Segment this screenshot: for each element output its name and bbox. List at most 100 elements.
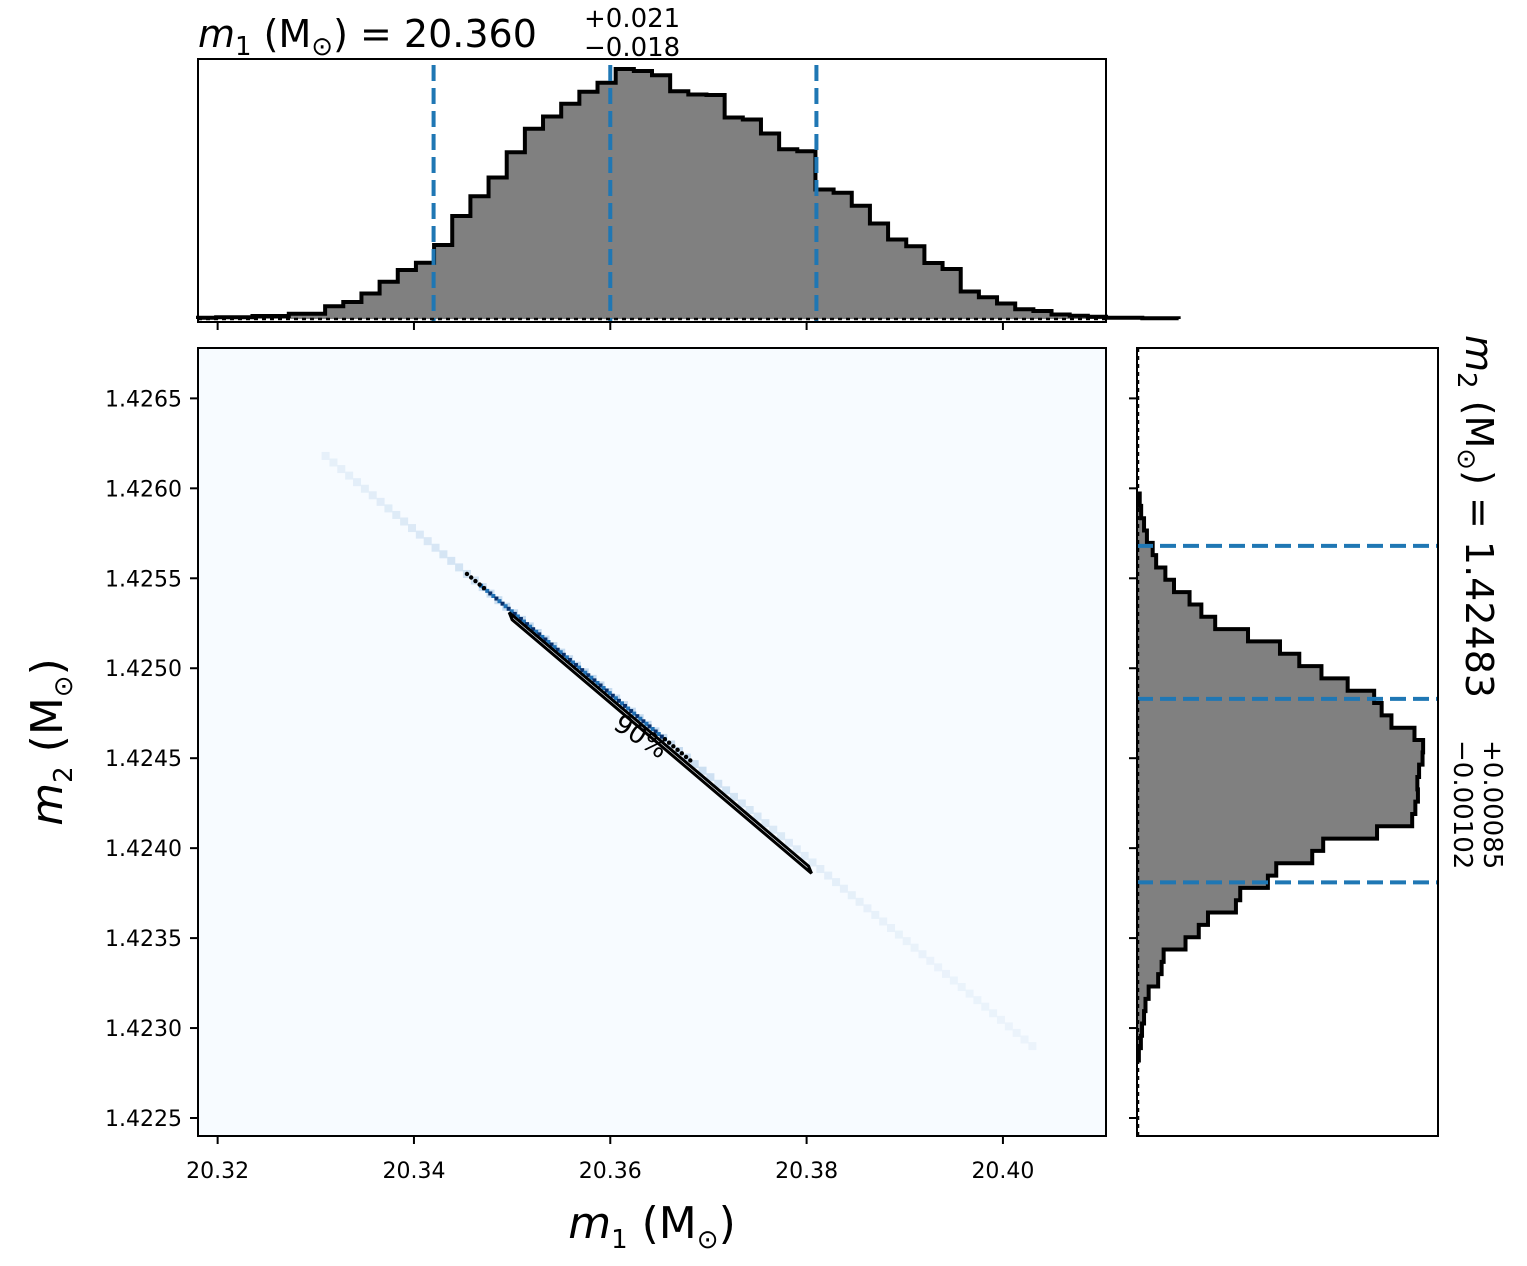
- m2-hist-bar: [1138, 776, 1418, 790]
- x-axis-label: m1 (M⊙): [568, 1198, 736, 1255]
- m2-hist-bar: [1138, 1023, 1143, 1037]
- m2-hist-bar: [1138, 518, 1145, 532]
- density-core-cell: [485, 588, 490, 593]
- density-core-cell: [512, 611, 517, 616]
- density-core-cell: [537, 632, 542, 637]
- density-core-cell: [543, 637, 548, 642]
- m2-hist-bar: [1138, 567, 1166, 581]
- m2-hist-bar: [1138, 555, 1157, 568]
- density-cell: [792, 845, 801, 854]
- m2-hist-bar: [1138, 703, 1382, 716]
- y-tick-label: 1.4260: [105, 477, 182, 502]
- density-cell: [926, 956, 935, 965]
- density-cell: [690, 760, 699, 769]
- density-tail-dot: [477, 582, 482, 587]
- density-cell: [871, 910, 880, 919]
- density-core-cell: [650, 726, 655, 731]
- m1-hist-bar: [615, 69, 635, 319]
- m1-quantile-lines: [431, 65, 819, 322]
- y-axis-label: m2 (M⊙): [22, 658, 79, 826]
- density-cell: [981, 1002, 990, 1011]
- density-core-cell: [497, 599, 502, 604]
- density-cell: [714, 779, 723, 788]
- m1-hist-bar: [652, 75, 671, 319]
- density-tail-dot: [675, 747, 680, 753]
- m2-hist-bar: [1138, 900, 1236, 914]
- density-cell: [376, 497, 385, 506]
- m2-hist-bar: [1138, 998, 1146, 1012]
- joint-density-panel: 20.32 20.34 20.36 20.38 20.40 1.42251.42301.…: [105, 347, 1107, 1184]
- m1-hist-bar: [488, 177, 508, 319]
- m1-hist-bar: [815, 189, 835, 319]
- density-cell: [769, 825, 778, 834]
- density-cell: [706, 773, 715, 782]
- m2-hist-bar: [1138, 801, 1416, 815]
- density-core-cell: [555, 647, 560, 652]
- x-tick-label: 20.32: [186, 1159, 249, 1184]
- density-tail-dot: [666, 740, 672, 745]
- m2-hist-bar: [1138, 838, 1324, 852]
- m2-marginal-ticks: [1129, 397, 1137, 1120]
- density-cell: [392, 510, 401, 519]
- m2-hist-bar: [1138, 616, 1216, 630]
- x-axis-ticks: 20.32 20.34 20.36 20.38 20.40: [186, 1136, 1034, 1184]
- density-cell: [910, 943, 919, 952]
- density-core-cell: [506, 606, 511, 611]
- m2-hist-bar: [1138, 604, 1202, 618]
- density-cell: [384, 504, 393, 513]
- density-tail-dot: [679, 751, 685, 756]
- m2-minus-error: −0.00102: [1447, 740, 1477, 869]
- density-cell: [337, 465, 346, 474]
- m1-hist-bar: [833, 192, 853, 319]
- m1-hist-bar: [506, 152, 526, 319]
- density-cell: [447, 556, 456, 565]
- contour-90: [507, 611, 813, 875]
- m2-hist-bar: [1138, 1011, 1145, 1024]
- density-core-cell: [574, 663, 579, 668]
- density-cell: [894, 930, 903, 939]
- density-core-cell: [552, 645, 557, 650]
- density-core-cell: [580, 668, 585, 673]
- density-core-cell: [626, 706, 631, 711]
- m1-hist-bar: [524, 128, 544, 319]
- m1-hist-bar: [797, 151, 816, 319]
- density-core-cell: [632, 711, 637, 716]
- m1-hist-bar: [924, 263, 944, 319]
- density-cell: [321, 451, 330, 460]
- m1-hist-bar: [888, 239, 907, 319]
- m2-hist-bar: [1138, 826, 1378, 840]
- m2-summary-title: m2 (M⊙) = 1.42483: [1451, 335, 1501, 698]
- density-core-cell: [567, 657, 572, 662]
- density-core-cell: [607, 691, 612, 696]
- m1-panel-frame: [197, 58, 1107, 323]
- joint-panel-frame: [197, 347, 1107, 1137]
- density-core-cell: [503, 604, 508, 609]
- density-cell: [941, 969, 950, 978]
- density-core-cell: [595, 680, 600, 685]
- m2-hist-bar: [1138, 653, 1300, 667]
- m1-hist-bar: [742, 119, 762, 319]
- density-core-cell: [564, 655, 569, 660]
- density-tail-dot: [683, 754, 689, 760]
- density-core-cell: [653, 729, 658, 734]
- m2-hist-bar: [1138, 715, 1392, 729]
- m1-summary-title: m1 (M⊙) = 20.360: [198, 12, 537, 62]
- density-cell: [423, 537, 432, 546]
- density-core-cell: [592, 678, 597, 683]
- density-cell: [415, 530, 424, 539]
- m1-hist-bar: [397, 270, 417, 319]
- m2-plus-error: +0.00085: [1477, 740, 1507, 869]
- density-cell: [345, 471, 354, 480]
- m1-hist-bar: [724, 117, 744, 319]
- m1-hist-bar: [379, 281, 399, 319]
- density-core-cell: [604, 688, 609, 693]
- density-cell: [353, 478, 362, 487]
- density-core-cell: [531, 627, 536, 632]
- m2-hist-bar: [1138, 678, 1348, 692]
- contour-90-line: [507, 611, 813, 875]
- m2-hist-bar: [1138, 592, 1190, 605]
- density-cell: [800, 851, 809, 860]
- m1-hist-bar: [579, 91, 599, 319]
- x-tick-label: 20.36: [579, 1159, 642, 1184]
- density-cell: [863, 904, 872, 913]
